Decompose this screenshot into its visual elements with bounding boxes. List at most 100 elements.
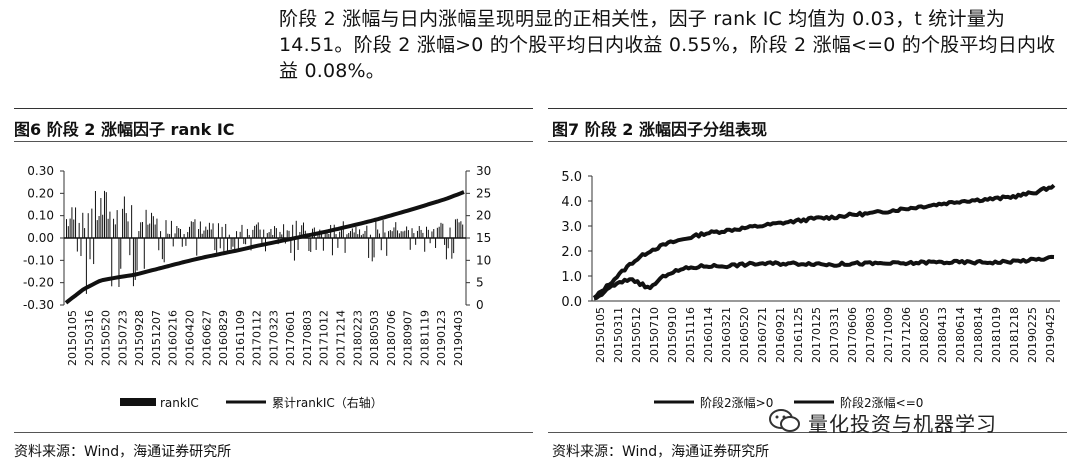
fig6-legend-line-label: 累计rankIC（右轴） [272, 395, 383, 410]
fig6-rankic-bar [199, 221, 201, 238]
fig6-x-tick-label: 20150723 [116, 310, 129, 366]
fig6-rankic-bar [156, 218, 158, 238]
fig6-rankic-bar [192, 221, 194, 238]
fig6-x-tick-label: 20171012 [318, 310, 331, 366]
fig6-rankic-bar [384, 232, 386, 238]
fig6-rankic-bar [129, 238, 131, 256]
fig6-rankic-bar [386, 238, 388, 256]
fig6-rankic-bar [360, 235, 362, 238]
paragraph-line-2: 14.51。阶段 2 涨幅>0 的个股平均日内收益 0.55%，阶段 2 涨幅<… [279, 34, 1056, 56]
fig6-rankic-bar [259, 229, 261, 238]
fig6-rankic-bar [212, 223, 214, 238]
fig7-x-tick-label: 20150710 [648, 307, 661, 363]
fig7-y-tick-label: 1.0 [561, 270, 582, 285]
fig6-rankic-bar [189, 226, 191, 238]
fig6-rankic-bar [344, 238, 346, 253]
fig7-y-tick-label: 2.0 [561, 245, 582, 260]
fig6-rankic-bar [210, 229, 212, 238]
fig6-rankic-bar [382, 220, 384, 238]
fig7-x-tick-label: 20150105 [594, 307, 607, 363]
fig6-rankic-bar [243, 238, 245, 244]
fig7-y-tick-label: 4.0 [561, 195, 582, 210]
fig6-rankic-bar [190, 221, 192, 238]
fig6-rankic-bar [208, 222, 210, 238]
fig6-rankic-bar [255, 224, 257, 238]
fig6-rankic-bar [127, 221, 129, 238]
fig6-rankic-bar [346, 234, 348, 238]
fig6-rankic-bar [252, 229, 254, 238]
fig6-rankic-bar [107, 218, 109, 238]
fig7-x-tick-label: 20160321 [720, 307, 733, 363]
fig6-rankic-bar [359, 229, 361, 238]
fig7-top-rule [548, 108, 1067, 109]
fig6-rankic-bar [236, 231, 238, 238]
fig6-rankic-bar [293, 238, 295, 261]
fig7-line-positive [592, 183, 1056, 300]
fig6-title: 图6 阶段 2 涨幅因子 rank IC [14, 120, 235, 139]
fig6-rankic-bar [178, 228, 180, 238]
fig6-rankic-bar [444, 238, 446, 245]
fig6-rankic-bar [310, 238, 312, 253]
watermark-text: 量化投资与机器学习 [808, 412, 997, 436]
fig6-rankic-bar [357, 234, 359, 238]
fig6-rankic-bar [207, 229, 209, 238]
fig6-rankic-bar [257, 222, 259, 238]
fig6-x-tick-label: 20181119 [418, 310, 431, 366]
fig7-x-tick-label: 20181218 [1008, 307, 1021, 363]
fig6-rankic-bar [337, 238, 339, 248]
fig6-rankic-bar [377, 229, 379, 238]
fig6-x-tick-label: 20180706 [385, 310, 398, 366]
fig6-rankic-bar [141, 221, 143, 238]
fig6-x-tick-label: 20170601 [284, 310, 297, 366]
fig7-x-tick-label: 20190225 [1026, 307, 1039, 363]
fig7-x-tick-label: 20160520 [738, 307, 751, 363]
fig6-rankic-bar [433, 229, 435, 238]
fig6-right-tick-label: 25 [476, 186, 491, 200]
fig6-rankic-bar [221, 226, 223, 238]
fig6-rankic-bar [413, 233, 415, 238]
fig6-rankic-bar [73, 219, 75, 238]
fig6-rankic-bar [118, 238, 120, 287]
fig7-x-tick-label: 20180614 [954, 307, 967, 363]
fig6-rankic-bar [183, 234, 185, 238]
fig6-rankic-bar [451, 238, 453, 259]
fig6-rankic-bar [362, 233, 364, 238]
fig6-rankic-bar [297, 238, 299, 250]
body-paragraph: 阶段 2 涨幅与日内涨幅呈现明显的正相关性，因子 rank IC 均值为 0.0… [279, 6, 1069, 84]
fig6-rankic-bar [93, 238, 95, 265]
fig6-rankic-bar [340, 230, 342, 238]
fig6-rankic-bar [84, 228, 86, 238]
fig6-rankic-bar [398, 233, 400, 238]
fig7-y-tick-label: 3.0 [561, 220, 582, 235]
fig6-rankic-bar [152, 216, 154, 238]
fig6-right-tick-label: 20 [476, 209, 491, 223]
fig6-rankic-bar [272, 234, 274, 238]
fig6-rankic-bar [94, 191, 96, 238]
fig6-rankic-bar [436, 227, 438, 238]
fig6-rankic-bar [98, 216, 100, 238]
fig6-rankic-bar [154, 224, 156, 238]
fig6-rankic-bar [286, 230, 288, 238]
fig6-rankic-bar [268, 232, 270, 238]
fig6-rankic-bar [415, 238, 417, 245]
fig6-rankic-bar [102, 214, 104, 238]
fig6-rankic-bar [172, 238, 174, 247]
fig6-x-tick-label: 20151207 [150, 310, 163, 366]
fig6-left-tick-label: 0.00 [27, 231, 54, 245]
fig6-rankic-bar [114, 224, 116, 238]
fig6-rankic-bar [76, 238, 78, 252]
fig7-legend-label-positive: 阶段2涨幅>0 [700, 395, 773, 410]
fig6-rankic-bar [151, 212, 153, 238]
fig6-rankic-bar [275, 228, 277, 238]
fig6-rankic-bar [234, 238, 236, 252]
fig6-rankic-bar [290, 238, 292, 253]
fig6-rankic-bar [109, 211, 111, 238]
fig6-rankic-bar [445, 238, 447, 260]
fig6-rankic-bar [196, 238, 198, 256]
fig6-rankic-bar [158, 238, 160, 251]
fig7-x-tick-label: 20180205 [918, 307, 931, 363]
fig6-rankic-bar [281, 234, 283, 238]
fig6-rankic-bar [420, 229, 422, 238]
fig6-rankic-bar [266, 233, 268, 238]
fig6-rankic-bar [134, 238, 136, 280]
